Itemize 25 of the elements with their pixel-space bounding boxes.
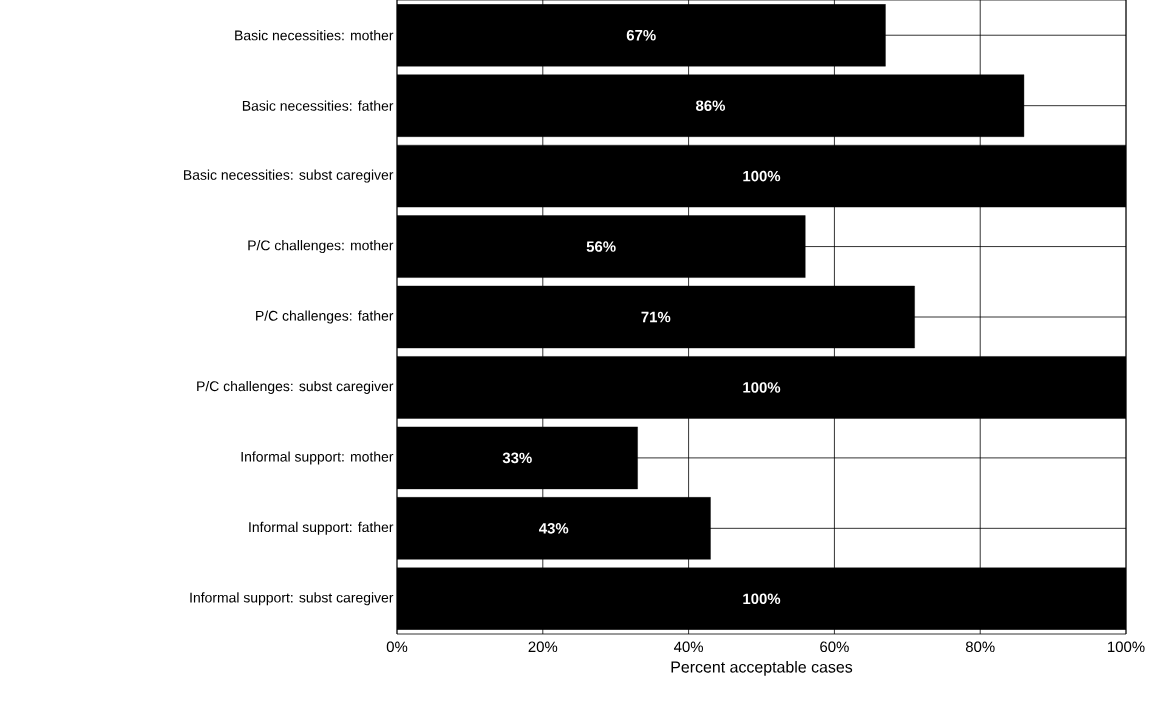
data-label: 33% xyxy=(502,452,532,464)
x-tick-label: 0% xyxy=(386,641,408,653)
y-tick-label: Basic necessities: subst caregiver xyxy=(184,169,394,183)
x-tick-label: 20% xyxy=(528,641,558,653)
x-tick-label: 40% xyxy=(673,641,704,653)
data-label: 43% xyxy=(539,523,569,534)
y-tick-label: Basic necessities: father xyxy=(242,100,394,111)
y-tick-label: P/C challenges: subst caregiver xyxy=(197,380,394,394)
y-tick-label: P/C challenges: mother xyxy=(248,240,394,254)
x-tick-label: 80% xyxy=(965,641,995,653)
data-label: 56% xyxy=(586,241,616,252)
data-label: 86% xyxy=(695,100,726,111)
y-tick-label: Informal support: subst caregiver xyxy=(190,592,394,606)
data-label: 71% xyxy=(641,311,671,323)
x-tick-label: 60% xyxy=(820,641,849,653)
data-label: 100% xyxy=(743,593,781,605)
data-label: 100% xyxy=(743,382,781,393)
y-tick-label: P/C challenges: father xyxy=(256,310,394,324)
x-axis-title: Percent acceptable cases xyxy=(671,660,853,676)
y-tick-label: Informal support: father xyxy=(249,521,394,535)
data-label: 67% xyxy=(626,29,656,41)
x-tick-label: 100% xyxy=(1108,641,1145,653)
y-tick-label: Basic necessities: mother xyxy=(235,30,394,41)
data-label: 100% xyxy=(743,170,781,182)
y-tick-label: Informal support: mother xyxy=(241,451,394,465)
